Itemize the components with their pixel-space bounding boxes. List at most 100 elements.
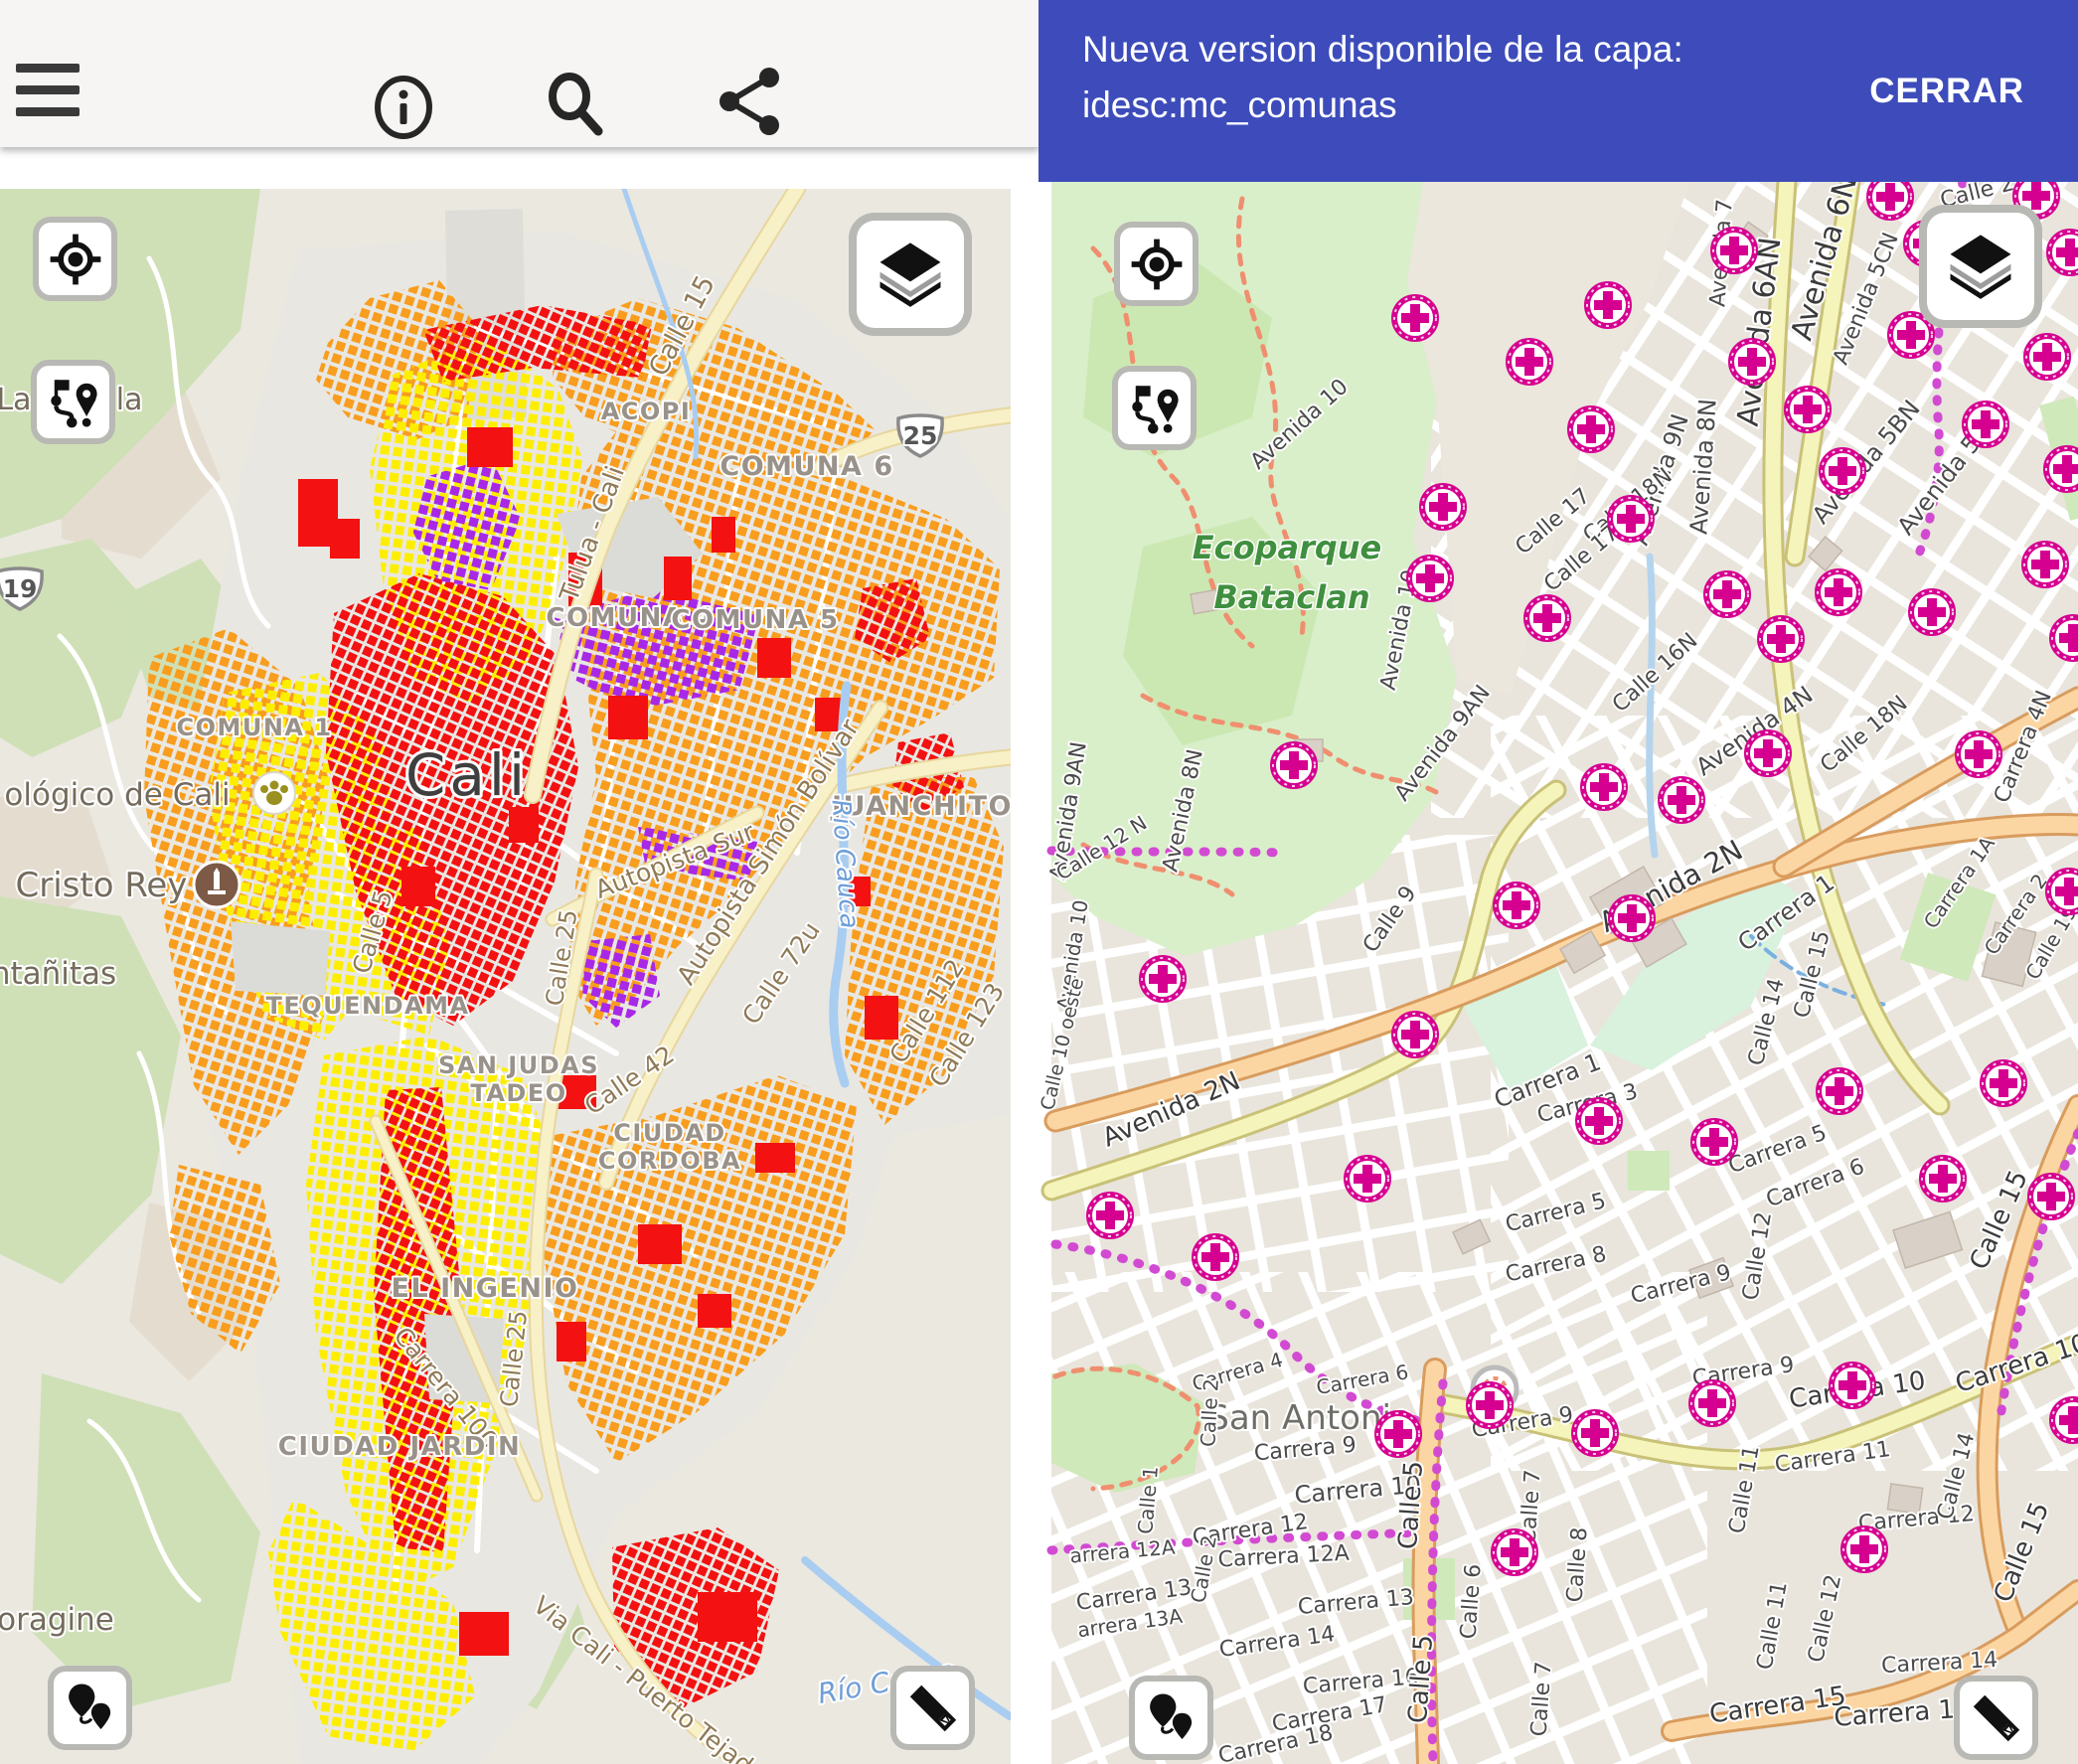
hospital-marker[interactable] (1955, 730, 2002, 778)
hospital-marker[interactable] (2049, 614, 2078, 662)
measure-button-right[interactable] (1954, 1676, 2038, 1760)
map-label: oragine (0, 1602, 114, 1638)
info-icon[interactable] (374, 76, 433, 144)
hospital-marker[interactable] (1192, 1233, 1239, 1281)
hospital-marker[interactable] (1406, 555, 1454, 602)
map-label: Calle 2 (1196, 1378, 1223, 1448)
hospital-marker[interactable] (1493, 882, 1540, 929)
hospital-marker[interactable] (1887, 311, 1935, 359)
hospital-marker[interactable] (1703, 570, 1751, 618)
hospital-marker[interactable] (1866, 182, 1914, 221)
map-label: Calle 8 (1562, 1526, 1592, 1603)
highway-shield: 25 (896, 413, 944, 458)
hospital-marker[interactable] (2043, 445, 2078, 493)
hospital-marker[interactable] (1419, 483, 1467, 531)
measure-draw-icon (1973, 1694, 2019, 1741)
crosshair-gps-icon (1131, 239, 1182, 289)
hospital-marker[interactable] (1608, 894, 1656, 942)
layer-update-notification: Nueva version disponible de la capa: ide… (1039, 0, 2078, 182)
notification-line2: idesc:mc_comunas (1082, 84, 1397, 125)
hospital-marker[interactable] (1506, 338, 1553, 386)
track-pins-button-left[interactable] (48, 1666, 132, 1750)
hospital-marker[interactable] (1980, 1059, 2027, 1107)
hospital-marker[interactable] (1391, 294, 1439, 342)
map-label: CIUDAD (613, 1119, 725, 1147)
hospital-marker[interactable] (1784, 386, 1832, 433)
layers-icon (879, 242, 941, 307)
hospital-marker[interactable] (1658, 776, 1705, 824)
hospital-marker[interactable] (1815, 568, 1862, 616)
map-label: TEQUENDAMA (265, 992, 469, 1020)
hospital-marker[interactable] (1580, 763, 1628, 811)
hospital-marker[interactable] (1391, 1011, 1439, 1058)
hospital-marker[interactable] (2049, 1396, 2078, 1444)
hospital-marker[interactable] (1270, 741, 1318, 789)
hospital-marker[interactable] (1575, 1097, 1623, 1145)
svg-text:25: 25 (903, 421, 938, 450)
hospital-marker[interactable] (1819, 447, 1866, 495)
hospital-marker[interactable] (1688, 1379, 1736, 1427)
hospital-marker[interactable] (1139, 955, 1187, 1003)
map-label: CORDOBA (598, 1147, 741, 1175)
locate-gps-button-left[interactable] (33, 217, 117, 301)
route-waypoints-icon (50, 379, 97, 427)
hospital-marker[interactable] (1374, 1410, 1422, 1458)
search-icon[interactable] (543, 72, 608, 142)
layers-button-right[interactable] (1919, 205, 2042, 328)
hospital-marker[interactable] (1523, 594, 1571, 642)
hospital-marker[interactable] (1919, 1155, 1967, 1203)
hospital-marker[interactable] (1584, 281, 1632, 329)
map-label: JUANCHITO (830, 791, 1011, 822)
app-toolbar (0, 0, 1039, 147)
map-label: Bataclan (1213, 578, 1369, 616)
hospital-marker[interactable] (1840, 1525, 1888, 1573)
route-button-left[interactable] (31, 360, 115, 444)
hospital-marker[interactable] (1757, 615, 1805, 663)
map-label: Cristo Rey (16, 866, 188, 905)
track-pins-button-right[interactable] (1129, 1676, 1213, 1760)
hospital-marker[interactable] (1086, 1192, 1134, 1239)
hospital-marker[interactable] (1962, 401, 2009, 448)
hospital-marker[interactable] (2046, 229, 2078, 276)
hospital-marker[interactable] (1466, 1381, 1514, 1429)
hospital-marker[interactable] (1744, 729, 1792, 777)
hospital-marker[interactable] (1607, 495, 1655, 543)
zoo-paw-icon (252, 771, 296, 815)
hospital-marker[interactable] (1344, 1155, 1391, 1203)
hospital-marker[interactable] (1710, 227, 1758, 274)
route-button-right[interactable] (1112, 366, 1197, 450)
map-label: Carrera 14 (1881, 1648, 1998, 1679)
hospital-marker[interactable] (2045, 868, 2078, 915)
share-icon[interactable] (718, 66, 783, 142)
hospital-marker[interactable] (1491, 1528, 1538, 1576)
hospital-marker[interactable] (1690, 1118, 1738, 1166)
hospital-marker[interactable] (2027, 1173, 2075, 1220)
map-pins-icon (1149, 1693, 1192, 1739)
crosshair-gps-icon (50, 234, 100, 284)
layers-button-left[interactable] (849, 213, 972, 336)
map-pins-icon (68, 1684, 110, 1729)
hospital-marker[interactable] (1829, 1362, 1876, 1409)
map-label: Calle 6 (1456, 1563, 1486, 1640)
highway-shield: 19 (0, 566, 44, 611)
hospital-marker[interactable] (1908, 588, 1956, 636)
map-label: Carrera 13 (1297, 1585, 1415, 1620)
hospital-marker[interactable] (1571, 1409, 1619, 1457)
map-label: COMUNA 1 (176, 714, 332, 741)
map-label: Ecoparque (1193, 529, 1381, 566)
hospital-marker[interactable] (2021, 541, 2069, 588)
map-label: COMUNA 4 (546, 603, 714, 633)
hospital-marker[interactable] (2023, 333, 2071, 381)
map-label: EL INGENIO (392, 1273, 579, 1304)
menu-icon[interactable] (16, 64, 80, 119)
map-label: ológico de Cali (4, 777, 230, 813)
locate-gps-button-right[interactable] (1114, 222, 1199, 306)
map-label: SAN JUDAS (438, 1051, 599, 1079)
hospital-marker[interactable] (1567, 405, 1615, 453)
cerrar-button[interactable]: CERRAR (1863, 71, 2030, 112)
map-label: COMUNA 5 (671, 605, 839, 635)
hospital-marker[interactable] (1728, 338, 1776, 386)
map-label: Calle 5 (1403, 1634, 1439, 1724)
measure-button-left[interactable] (890, 1666, 975, 1750)
hospital-marker[interactable] (1816, 1067, 1863, 1115)
